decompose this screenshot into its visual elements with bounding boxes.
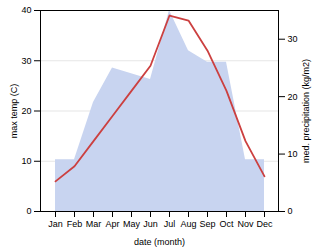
svg-text:Feb: Feb: [67, 219, 83, 229]
svg-text:30: 30: [21, 56, 31, 66]
svg-text:10: 10: [21, 156, 31, 166]
svg-text:Jul: Jul: [164, 219, 176, 229]
svg-text:max temp (C): max temp (C): [9, 84, 19, 139]
svg-text:May: May: [123, 219, 141, 229]
svg-text:20: 20: [21, 106, 31, 116]
svg-text:30: 30: [288, 34, 298, 44]
svg-text:Sep: Sep: [199, 219, 215, 229]
svg-text:Jan: Jan: [48, 219, 63, 229]
svg-text:Jun: Jun: [143, 219, 158, 229]
svg-text:Aug: Aug: [180, 219, 196, 229]
svg-text:Nov: Nov: [237, 219, 254, 229]
svg-text:10: 10: [288, 149, 298, 159]
svg-text:Mar: Mar: [86, 219, 102, 229]
svg-text:date (month): date (month): [134, 237, 185, 247]
svg-text:20: 20: [288, 92, 298, 102]
svg-text:0: 0: [288, 206, 293, 216]
svg-text:Dec: Dec: [256, 219, 273, 229]
svg-text:0: 0: [26, 206, 31, 216]
svg-text:Apr: Apr: [105, 219, 119, 229]
svg-text:Oct: Oct: [219, 219, 234, 229]
svg-text:med. precipitation (kg/m2): med. precipitation (kg/m2): [301, 59, 311, 163]
svg-text:40: 40: [21, 5, 31, 15]
